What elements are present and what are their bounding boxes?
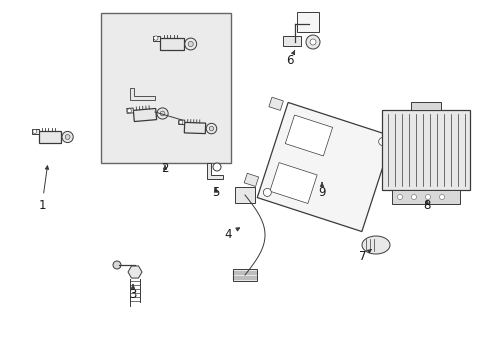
Text: 8: 8	[423, 198, 431, 212]
Circle shape	[206, 123, 217, 134]
Text: 7: 7	[359, 249, 371, 262]
Polygon shape	[283, 36, 301, 46]
Polygon shape	[270, 163, 317, 203]
Circle shape	[209, 126, 214, 131]
Polygon shape	[39, 131, 61, 143]
Circle shape	[263, 188, 271, 197]
Polygon shape	[179, 120, 185, 125]
Bar	[235, 187, 255, 203]
Polygon shape	[184, 122, 206, 134]
Polygon shape	[130, 88, 155, 100]
Circle shape	[188, 41, 193, 46]
Ellipse shape	[362, 236, 390, 254]
Circle shape	[154, 36, 158, 40]
Polygon shape	[207, 163, 223, 179]
Polygon shape	[133, 108, 157, 122]
Circle shape	[397, 194, 402, 199]
Circle shape	[379, 138, 387, 145]
Polygon shape	[257, 103, 393, 231]
Polygon shape	[153, 36, 160, 41]
Circle shape	[62, 131, 73, 143]
Polygon shape	[160, 38, 184, 50]
Circle shape	[113, 261, 121, 269]
Circle shape	[306, 35, 320, 49]
Text: 3: 3	[129, 285, 137, 301]
Polygon shape	[269, 97, 283, 111]
Text: 4: 4	[224, 228, 240, 240]
Text: 1: 1	[38, 166, 49, 212]
FancyBboxPatch shape	[101, 13, 231, 163]
Polygon shape	[244, 173, 259, 186]
Text: 6: 6	[286, 51, 294, 67]
Circle shape	[157, 108, 168, 119]
Circle shape	[160, 111, 165, 116]
Circle shape	[213, 163, 221, 171]
Circle shape	[412, 194, 416, 199]
Polygon shape	[127, 108, 134, 113]
Text: 9: 9	[318, 183, 326, 198]
Bar	[233, 269, 257, 281]
Circle shape	[179, 120, 183, 124]
Circle shape	[33, 129, 37, 134]
Circle shape	[440, 194, 444, 199]
Bar	[392, 190, 460, 204]
Circle shape	[65, 135, 70, 139]
Polygon shape	[285, 115, 333, 156]
Text: 2: 2	[161, 162, 169, 175]
Circle shape	[425, 194, 431, 199]
Circle shape	[127, 109, 131, 113]
Bar	[297, 12, 319, 32]
Circle shape	[310, 39, 316, 45]
Text: 5: 5	[212, 185, 220, 198]
Circle shape	[185, 38, 196, 50]
Bar	[382, 110, 470, 190]
Polygon shape	[32, 129, 39, 134]
Bar	[411, 102, 441, 110]
Polygon shape	[383, 134, 397, 148]
Polygon shape	[128, 266, 142, 278]
